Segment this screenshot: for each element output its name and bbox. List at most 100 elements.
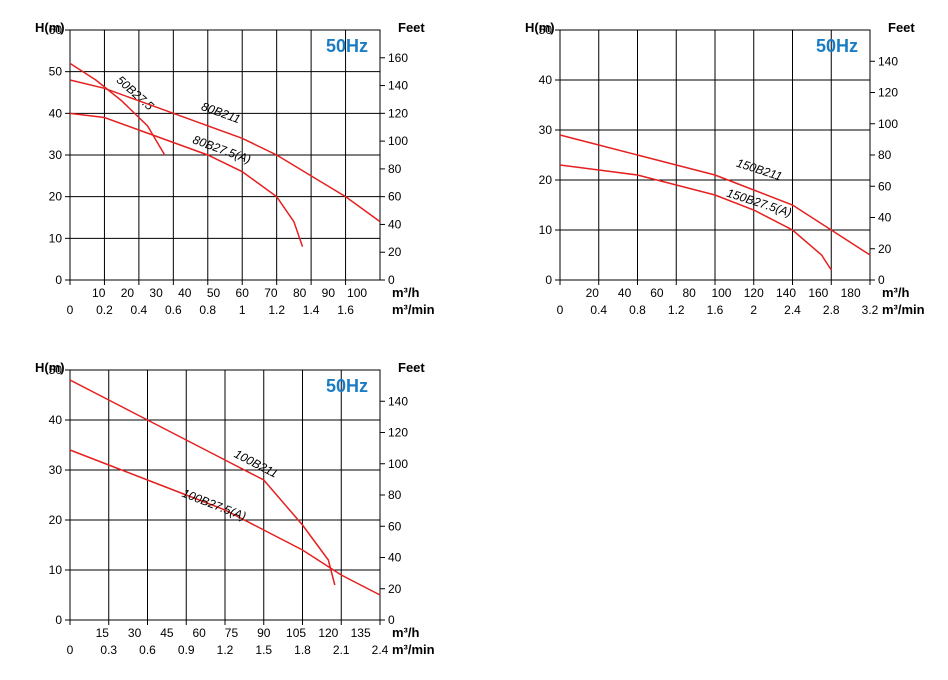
svg-text:75: 75 — [225, 626, 239, 640]
svg-text:Feet: Feet — [888, 20, 915, 35]
svg-text:40: 40 — [539, 73, 553, 87]
svg-text:H(m): H(m) — [525, 20, 555, 35]
svg-text:2.4: 2.4 — [784, 303, 801, 317]
svg-text:100: 100 — [388, 134, 408, 148]
svg-text:140: 140 — [776, 286, 796, 300]
svg-text:0.4: 0.4 — [131, 303, 148, 317]
svg-text:2.1: 2.1 — [333, 643, 350, 657]
svg-text:20: 20 — [878, 242, 892, 256]
svg-text:40: 40 — [49, 106, 63, 120]
svg-text:1.4: 1.4 — [303, 303, 320, 317]
svg-text:40: 40 — [49, 413, 63, 427]
svg-text:30: 30 — [49, 463, 63, 477]
svg-text:150B211: 150B211 — [735, 156, 784, 184]
svg-text:135: 135 — [351, 626, 371, 640]
svg-text:10: 10 — [49, 563, 63, 577]
svg-text:30: 30 — [128, 626, 142, 640]
svg-text:60: 60 — [650, 286, 664, 300]
svg-text:m³/min: m³/min — [392, 642, 435, 657]
svg-text:50Hz: 50Hz — [326, 36, 368, 56]
svg-text:80: 80 — [388, 162, 402, 176]
svg-text:0.9: 0.9 — [178, 643, 195, 657]
pump-chart-50b-80b: 010203040506002040608010012014016000.20.… — [20, 20, 450, 320]
svg-text:100: 100 — [388, 457, 408, 471]
svg-text:m³/min: m³/min — [882, 302, 925, 317]
svg-text:m³/h: m³/h — [882, 285, 910, 300]
svg-text:140: 140 — [878, 54, 898, 68]
svg-text:60: 60 — [878, 179, 892, 193]
svg-text:10: 10 — [92, 286, 106, 300]
svg-text:80: 80 — [388, 488, 402, 502]
svg-text:1.2: 1.2 — [268, 303, 285, 317]
svg-text:120: 120 — [318, 626, 338, 640]
svg-text:140: 140 — [388, 79, 408, 93]
svg-text:0: 0 — [67, 643, 74, 657]
svg-text:90: 90 — [322, 286, 336, 300]
svg-text:40: 40 — [878, 211, 892, 225]
pump-chart-150b: 0102030405002040608010012014000.40.81.21… — [510, 20, 940, 320]
svg-text:0.3: 0.3 — [100, 643, 117, 657]
svg-text:60: 60 — [236, 286, 250, 300]
svg-text:1.2: 1.2 — [668, 303, 685, 317]
svg-text:0.4: 0.4 — [590, 303, 607, 317]
svg-text:H(m): H(m) — [35, 20, 65, 35]
svg-text:120: 120 — [878, 86, 898, 100]
svg-text:2.4: 2.4 — [372, 643, 389, 657]
svg-text:m³/h: m³/h — [392, 285, 420, 300]
svg-text:40: 40 — [388, 217, 402, 231]
svg-text:0: 0 — [557, 303, 564, 317]
svg-text:60: 60 — [388, 190, 402, 204]
svg-text:120: 120 — [388, 106, 408, 120]
svg-text:50Hz: 50Hz — [816, 36, 858, 56]
svg-text:m³/min: m³/min — [392, 302, 435, 317]
svg-text:80B211: 80B211 — [200, 99, 243, 126]
svg-text:140: 140 — [388, 394, 408, 408]
svg-text:50: 50 — [207, 286, 221, 300]
svg-text:45: 45 — [160, 626, 174, 640]
svg-text:H(m): H(m) — [35, 360, 65, 375]
svg-text:60: 60 — [388, 519, 402, 533]
svg-text:20: 20 — [49, 190, 63, 204]
svg-text:100: 100 — [711, 286, 731, 300]
svg-text:1.6: 1.6 — [337, 303, 354, 317]
svg-text:0.8: 0.8 — [199, 303, 216, 317]
svg-text:0: 0 — [67, 303, 74, 317]
svg-text:0.2: 0.2 — [96, 303, 113, 317]
svg-text:20: 20 — [586, 286, 600, 300]
svg-text:105: 105 — [286, 626, 306, 640]
svg-text:180: 180 — [841, 286, 861, 300]
page-grid: 010203040506002040608010012014016000.20.… — [20, 20, 928, 660]
svg-text:20: 20 — [388, 582, 402, 596]
svg-text:0.6: 0.6 — [139, 643, 156, 657]
svg-text:20: 20 — [388, 245, 402, 259]
svg-text:40: 40 — [618, 286, 632, 300]
svg-text:80: 80 — [682, 286, 696, 300]
svg-text:1.2: 1.2 — [217, 643, 234, 657]
svg-text:100: 100 — [878, 117, 898, 131]
svg-text:20: 20 — [121, 286, 135, 300]
svg-text:80: 80 — [293, 286, 307, 300]
svg-text:70: 70 — [264, 286, 278, 300]
svg-text:50Hz: 50Hz — [326, 376, 368, 396]
svg-text:1.5: 1.5 — [255, 643, 272, 657]
svg-text:Feet: Feet — [398, 360, 425, 375]
svg-text:120: 120 — [388, 426, 408, 440]
svg-text:30: 30 — [539, 123, 553, 137]
svg-text:20: 20 — [49, 513, 63, 527]
svg-text:160: 160 — [808, 286, 828, 300]
svg-text:50B27.5: 50B27.5 — [114, 73, 157, 113]
svg-text:90: 90 — [257, 626, 271, 640]
svg-text:30: 30 — [49, 148, 63, 162]
svg-text:0: 0 — [55, 273, 62, 287]
svg-text:30: 30 — [149, 286, 163, 300]
svg-text:0: 0 — [545, 273, 552, 287]
svg-text:2.8: 2.8 — [823, 303, 840, 317]
svg-text:40: 40 — [388, 551, 402, 565]
svg-text:15: 15 — [96, 626, 110, 640]
svg-text:0.8: 0.8 — [629, 303, 646, 317]
svg-text:1.8: 1.8 — [294, 643, 311, 657]
svg-text:20: 20 — [539, 173, 553, 187]
svg-text:100: 100 — [347, 286, 367, 300]
svg-text:100B27.5(A): 100B27.5(A) — [180, 486, 248, 523]
svg-text:80: 80 — [878, 148, 892, 162]
